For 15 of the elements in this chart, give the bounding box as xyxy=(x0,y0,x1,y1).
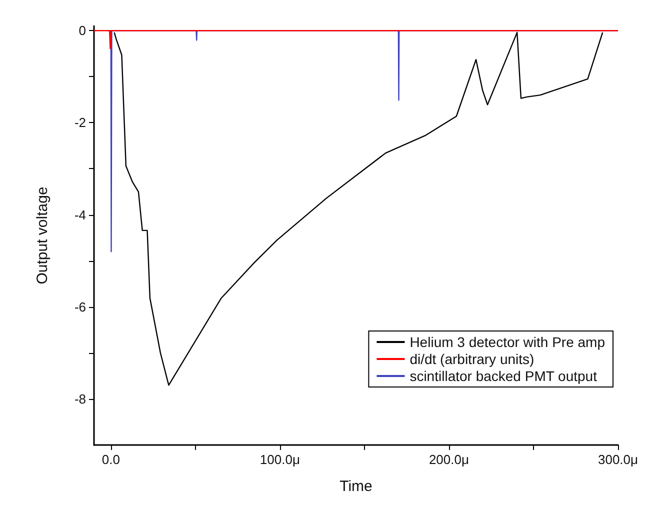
x-tick-label: 0.0 xyxy=(102,452,120,467)
x-tick-label: 100.0μ xyxy=(260,452,300,467)
x-axis-title: Time xyxy=(340,478,372,495)
y-tick-label: -8 xyxy=(74,391,86,406)
y-axis-title: Output voltage xyxy=(34,186,51,284)
legend-label: scintillator backed PMT output xyxy=(410,368,598,384)
legend-label: Helium 3 detector with Pre amp xyxy=(410,334,606,350)
x-tick-label: 300.0μ xyxy=(598,452,638,467)
line-series xyxy=(114,32,604,386)
legend-label: di/dt (arbitrary units) xyxy=(410,351,534,367)
y-tick-label: 0 xyxy=(78,23,86,38)
x-tick-label: 200.0μ xyxy=(428,452,469,467)
y-tick-label: -6 xyxy=(74,299,86,314)
y-tick-label: -2 xyxy=(74,115,86,130)
y-tick-label: -4 xyxy=(74,207,86,222)
